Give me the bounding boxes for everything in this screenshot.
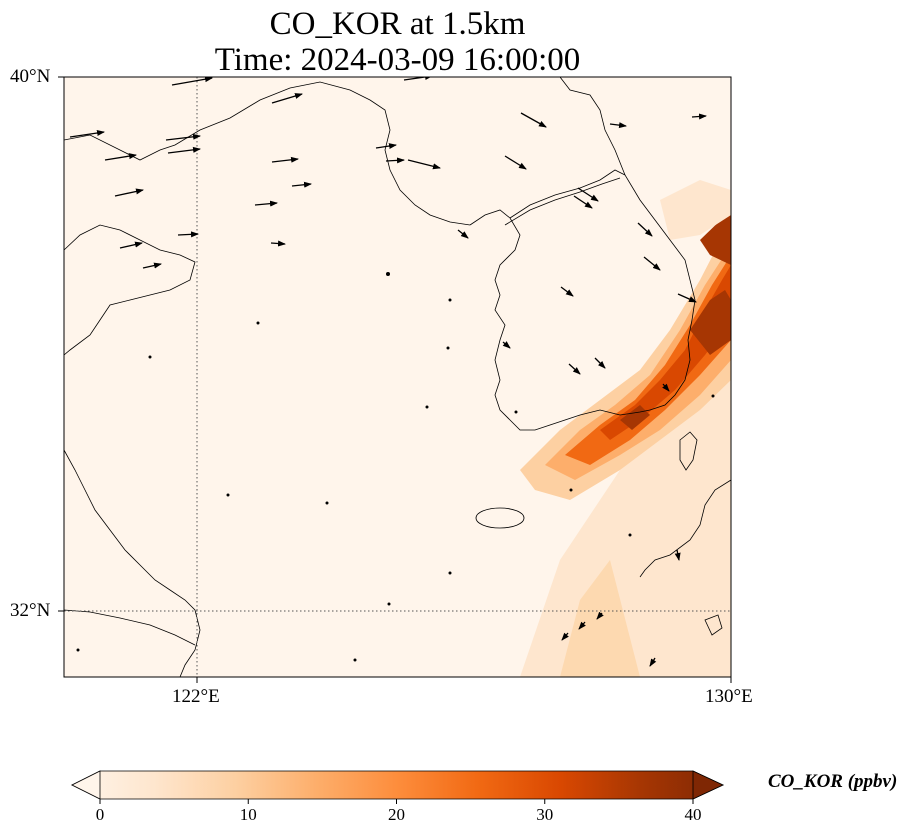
wind-arrow (177, 231, 199, 238)
wind-dot (569, 488, 573, 492)
coast-shandong (64, 224, 196, 356)
wind-arrow (171, 77, 213, 86)
plume-north-core (700, 210, 731, 265)
plume-faint (520, 380, 731, 677)
wind-arrow (573, 195, 593, 209)
wind-dot (148, 355, 152, 359)
colorbar-tick-label: 10 (239, 805, 257, 824)
wind-dot (446, 346, 450, 350)
wind-arrow (504, 155, 527, 170)
wind-dot (514, 410, 518, 414)
wind-arrow (167, 146, 201, 154)
gridlines (64, 77, 731, 677)
wind-dot (448, 571, 452, 575)
wind-dot (226, 493, 230, 497)
map-frame (63, 76, 732, 678)
plume-north-faint (660, 180, 731, 240)
wind-arrow (104, 153, 137, 161)
wind-arrow (385, 157, 405, 164)
colorbar-ticks (99, 799, 694, 804)
wind-arrow (271, 93, 303, 104)
lon-tick-label-130: 130°E (705, 686, 753, 707)
colorbar-tick-label: 30 (536, 805, 554, 824)
jeju-island (475, 507, 525, 529)
wind-arrow (561, 632, 569, 641)
wind-arrow (596, 611, 604, 620)
wind-dot (448, 298, 452, 302)
coast-kyushu (639, 479, 731, 578)
wind-arrow (407, 159, 441, 170)
coastlines (64, 77, 731, 677)
plume-east-core (690, 290, 731, 355)
wind-arrow (69, 130, 105, 138)
wind-arrow (375, 143, 397, 150)
colorbar-extend-max (692, 770, 724, 800)
coast-liaodong (64, 81, 471, 226)
map-title: CO_KOR at 1.5km (269, 6, 526, 42)
wind-arrow (609, 122, 627, 129)
wind-arrow (649, 657, 657, 667)
plume-band-core (600, 265, 731, 440)
coast-korea-west-south (469, 209, 651, 431)
wind-dot (628, 533, 632, 537)
wind-calm-marks (76, 272, 715, 662)
wind-arrow (114, 188, 144, 197)
wind-arrow (637, 222, 653, 237)
wind-dot (325, 501, 329, 505)
wind-arrow (270, 240, 286, 247)
wind-arrow (674, 549, 681, 561)
wind-dot (387, 602, 391, 606)
wind-arrow (403, 77, 433, 81)
coast-korea-east (559, 77, 696, 411)
wind-dot (711, 394, 715, 398)
map-subtitle-time: Time: 2024-03-09 16:00:00 (214, 42, 581, 78)
wind-dot (256, 321, 260, 325)
wind-arrow (568, 363, 581, 375)
wind-arrow (691, 113, 707, 120)
wind-arrow (271, 156, 299, 163)
wind-arrow (577, 187, 599, 202)
colorbar-tick-label: 20 (388, 805, 405, 824)
wind-dot (76, 648, 80, 652)
border-korea-north (509, 169, 626, 219)
lat-tick-label-32: 32°N (10, 600, 51, 621)
tsushima-island (679, 431, 698, 471)
wind-arrow (520, 112, 547, 128)
wind-arrow (677, 293, 697, 303)
wind-dot (353, 658, 357, 662)
wind-vectors (69, 77, 707, 667)
wind-arrow (560, 286, 574, 297)
wind-arrow (662, 383, 670, 392)
wind-arrow (643, 256, 661, 271)
coast-china-east (64, 449, 201, 677)
colorbar-extend-min (71, 770, 101, 800)
wind-dot (425, 405, 429, 409)
wind-arrow (142, 262, 162, 269)
wind-arrow (594, 357, 606, 369)
wind-arrow (578, 621, 586, 630)
wind-arrow (502, 341, 511, 349)
coast-yangtze (64, 609, 196, 646)
lon-tick-label-122: 122°E (172, 686, 220, 707)
border-korea-north-2 (504, 177, 621, 226)
colorbar-title: CO_KOR (ppbv) (768, 771, 898, 792)
wind-arrow (119, 241, 143, 249)
wind-arrow (165, 133, 201, 141)
island-small (704, 614, 723, 636)
colorbar-body (71, 770, 724, 800)
wind-arrow (457, 229, 469, 239)
wind-arrow (291, 181, 312, 188)
lat-tick-label-40: 40°N (10, 66, 51, 87)
plume-band-light (520, 220, 731, 500)
colorbar-tick-label: 40 (684, 805, 702, 824)
wind-arrow (254, 200, 278, 207)
co-concentration-field (520, 180, 731, 677)
colorbar-tick-label: 0 (95, 805, 105, 824)
wind-dot (386, 272, 390, 276)
